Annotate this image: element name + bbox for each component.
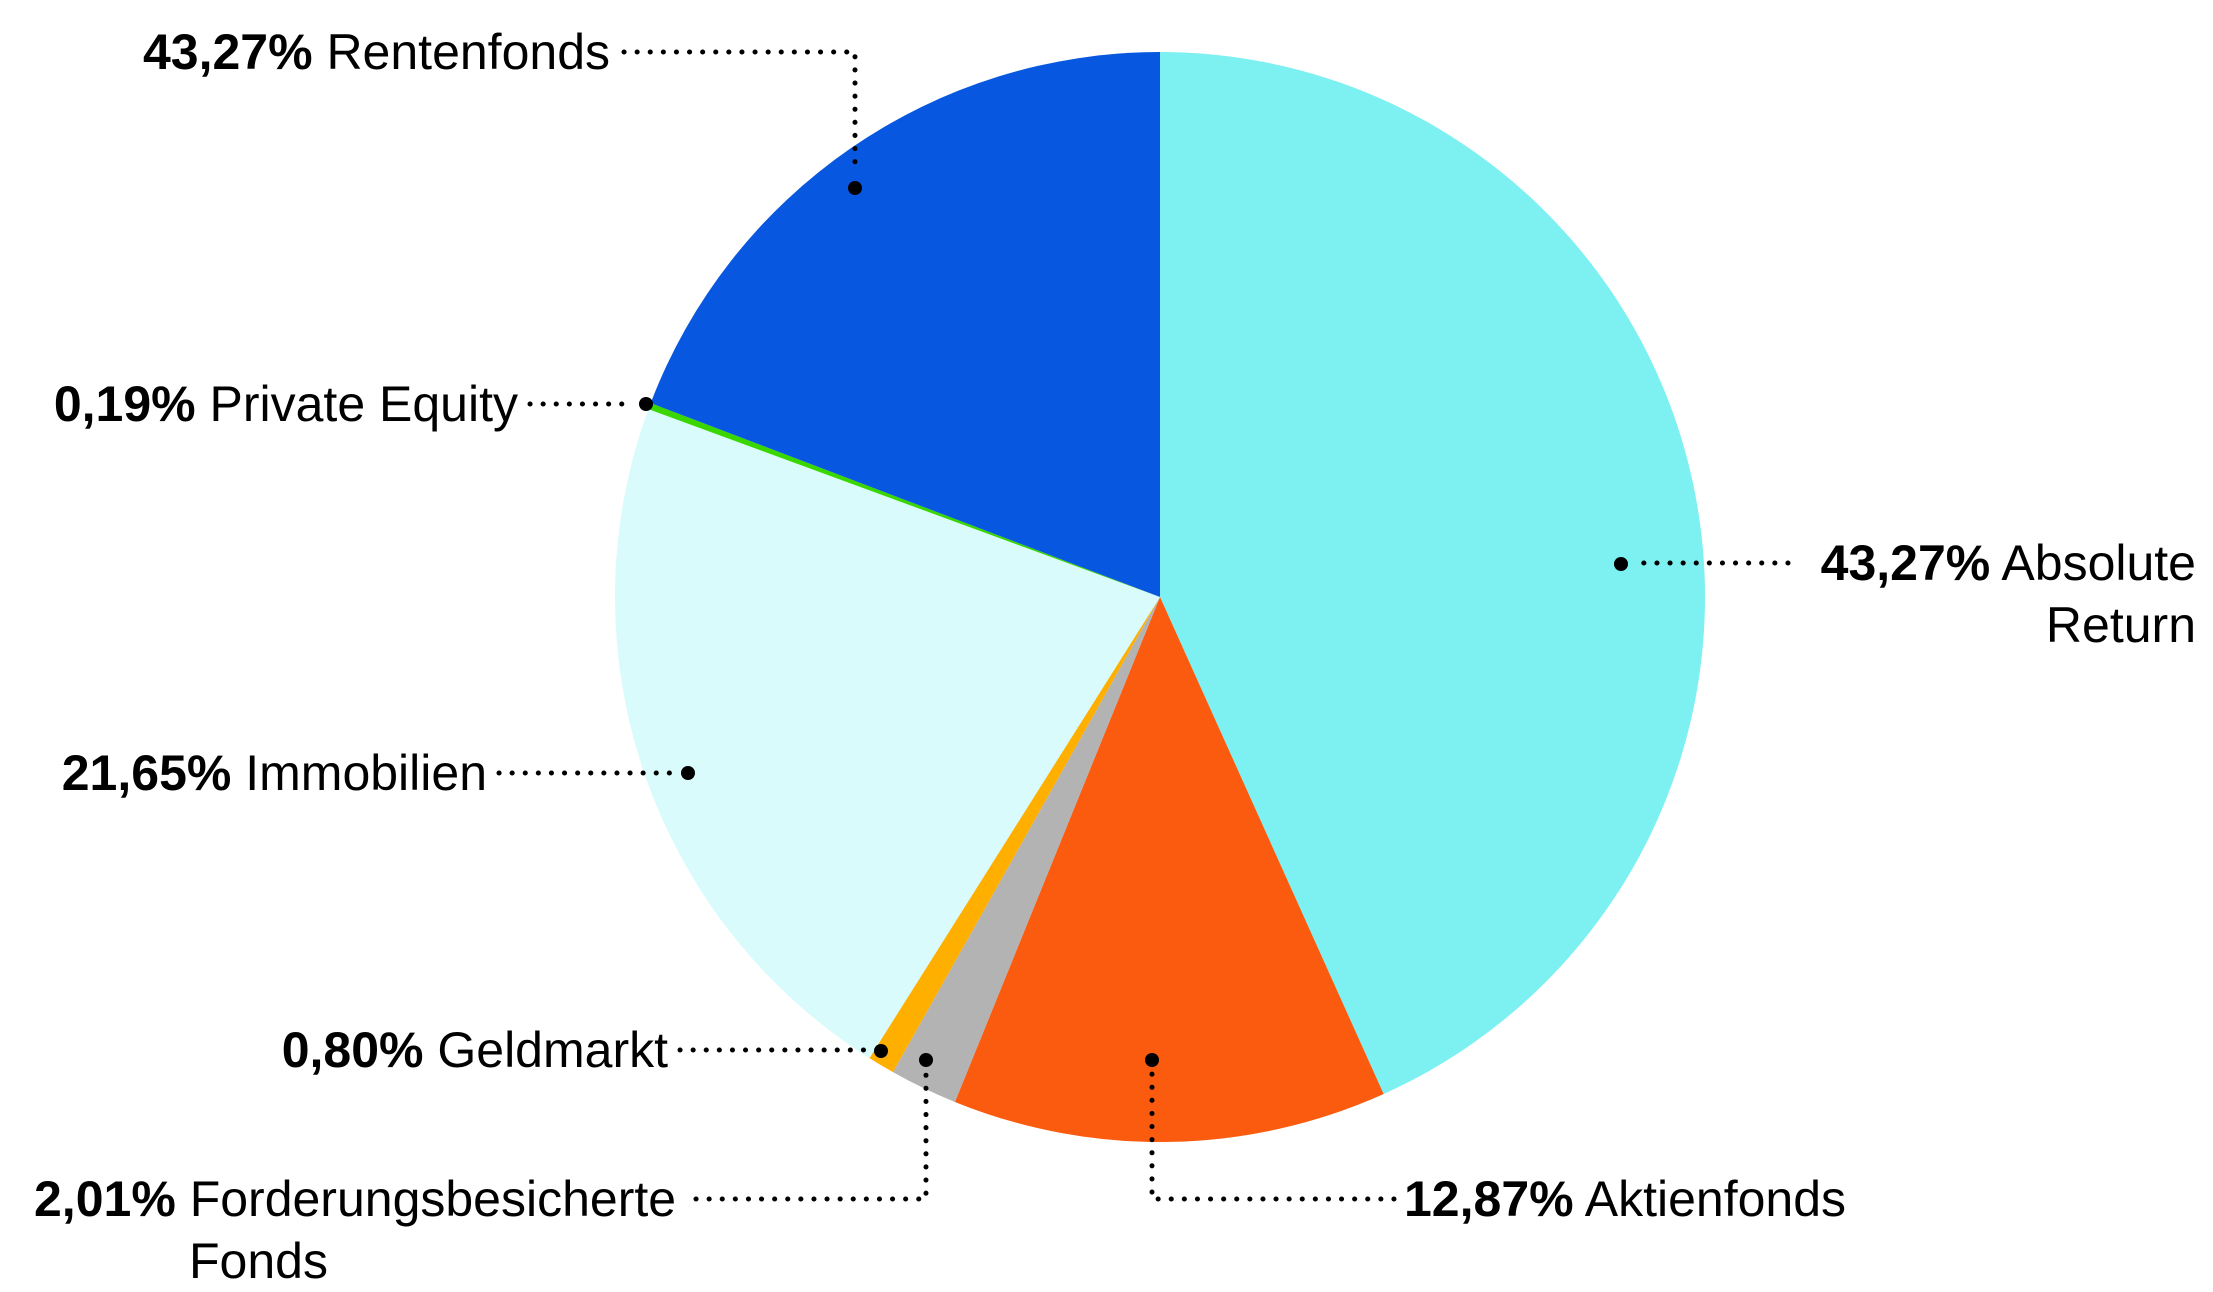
- leader-dot-aktienfonds: [1145, 1053, 1159, 1067]
- leader-dot-forderungsbesicherte-fonds: [919, 1053, 933, 1067]
- pie-slice-rentenfonds: [650, 52, 1160, 597]
- pie-slice-absolute-return: [1160, 52, 1706, 1094]
- leader-dot-rentenfonds: [848, 181, 862, 195]
- leader-line-aktienfonds: [1149, 1070, 1397, 1202]
- pie-slice-aktienfonds: [954, 597, 1384, 1143]
- pie-slice-forderungsbesicherte-fonds: [892, 597, 1160, 1102]
- pie-slice-private-equity: [648, 403, 1160, 597]
- pie-slice-immobilien: [615, 409, 1160, 1059]
- leader-line-forderungsbesicherte-fonds: [693, 1070, 929, 1202]
- leader-dot-geldmarkt: [874, 1044, 888, 1058]
- pie-slice-geldmarkt: [869, 597, 1160, 1073]
- leader-dot-immobilien: [681, 766, 695, 780]
- leader-dot-private-equity: [639, 397, 653, 411]
- leader-line-rentenfonds: [621, 49, 858, 177]
- leader-dot-absolute-return: [1614, 557, 1628, 571]
